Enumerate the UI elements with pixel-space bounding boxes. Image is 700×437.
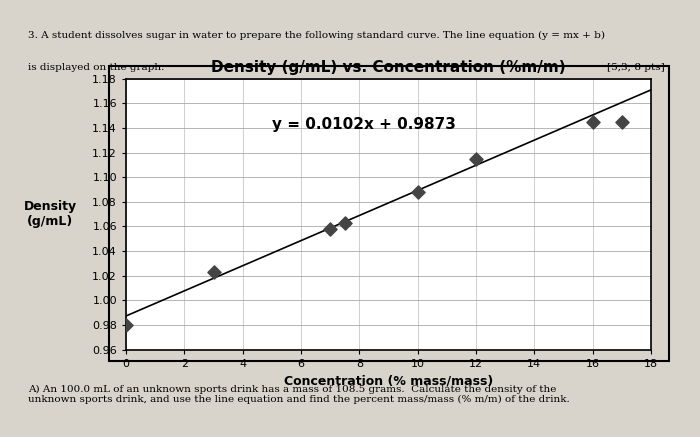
- Point: [120, 322, 132, 329]
- Text: 3. A student dissolves sugar in water to prepare the following standard curve. T: 3. A student dissolves sugar in water to…: [28, 31, 605, 40]
- Text: is displayed on the graph.: is displayed on the graph.: [28, 63, 164, 73]
- Text: y = 0.0102x + 0.9873: y = 0.0102x + 0.9873: [272, 117, 456, 132]
- Text: A) An 100.0 mL of an unknown sports drink has a mass of 108.5 grams.  Calculate : A) An 100.0 mL of an unknown sports drin…: [28, 385, 570, 404]
- Point: [587, 118, 598, 125]
- Text: [5,3; 8 pts]: [5,3; 8 pts]: [608, 63, 665, 73]
- Point: [339, 219, 350, 226]
- Y-axis label: Density
(g/mL): Density (g/mL): [24, 200, 77, 228]
- Point: [616, 118, 627, 125]
- Point: [470, 155, 482, 162]
- Point: [325, 225, 336, 232]
- Title: Density (g/mL) vs. Concentration (%m/m): Density (g/mL) vs. Concentration (%m/m): [211, 60, 566, 75]
- X-axis label: Concentration (% mass/mass): Concentration (% mass/mass): [284, 374, 493, 387]
- Point: [208, 268, 219, 275]
- Point: [412, 188, 423, 195]
